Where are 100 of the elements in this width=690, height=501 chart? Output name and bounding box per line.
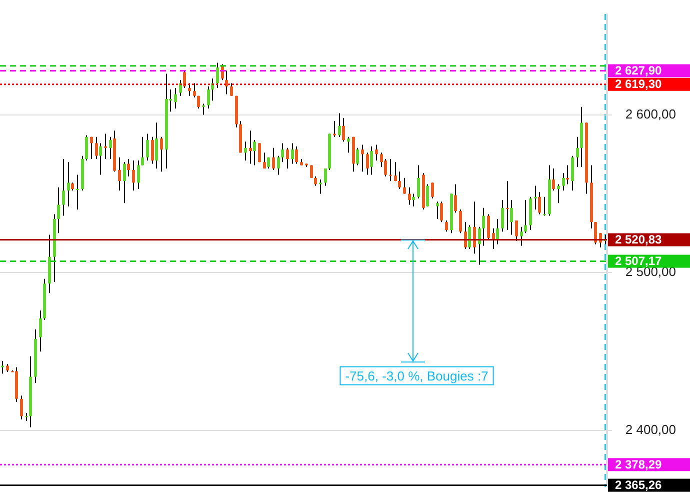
candlestick [338, 112, 341, 138]
ref-line-label: 2 619,30 [615, 77, 662, 92]
candlestick [151, 136, 154, 164]
candlestick [202, 103, 205, 116]
candlestick [141, 136, 144, 166]
candlestick [524, 200, 527, 234]
candlestick [417, 164, 420, 199]
candlestick [324, 168, 327, 186]
candlestick [440, 201, 443, 223]
y-tick-label: 2 400,00 [625, 422, 676, 437]
candlestick [552, 168, 555, 192]
candlestick [389, 158, 392, 182]
candlestick [492, 228, 495, 250]
candlestick [286, 147, 289, 169]
candlestick [57, 186, 60, 234]
candlestick [90, 136, 93, 160]
candlestick [398, 171, 401, 190]
candlestick [566, 164, 569, 185]
candlestick [347, 136, 350, 154]
candlestick [487, 214, 490, 240]
candlestick [496, 218, 499, 245]
candlestick [571, 155, 574, 192]
candlestick [188, 82, 191, 96]
candlestick [146, 133, 149, 162]
candlestick [67, 162, 70, 207]
candlestick [118, 156, 121, 192]
candlestick [543, 196, 546, 216]
candlestick [370, 146, 373, 176]
candlestick [534, 185, 537, 210]
candlestick [384, 158, 387, 177]
candlestick [244, 141, 247, 162]
candlestick [291, 142, 294, 164]
candlestick [123, 162, 126, 204]
candlestick [132, 160, 135, 192]
candlestick [436, 201, 439, 220]
candlestick [403, 177, 406, 194]
candlestick [193, 82, 196, 98]
candlestick [464, 222, 467, 250]
candlestick [174, 87, 177, 109]
candlestick [361, 144, 364, 172]
candlestick [454, 184, 457, 214]
candlestick [295, 146, 298, 164]
candlestick [594, 222, 597, 245]
candlestick [230, 82, 233, 96]
candlestick [342, 117, 345, 142]
candlestick [394, 162, 397, 182]
candlestick [557, 184, 560, 204]
candlestick [510, 200, 513, 236]
candlestick [85, 134, 88, 162]
candlestick [225, 70, 228, 95]
candlestick [62, 158, 65, 216]
candlestick [538, 192, 541, 215]
candlestick [207, 86, 210, 109]
candlestick [356, 147, 359, 166]
candlestick [473, 201, 476, 254]
candlestick [155, 122, 158, 169]
candlestick [445, 220, 448, 232]
candlestick [366, 152, 369, 176]
candlestick [562, 172, 565, 192]
ref-line-label: 2 365,26 [615, 478, 662, 492]
candlestick [501, 200, 504, 232]
candlestick [520, 226, 523, 246]
candlestick [127, 158, 130, 177]
y-tick-label: 2 600,00 [625, 106, 676, 122]
candlestick [137, 160, 140, 190]
candlestick [426, 184, 429, 207]
candlestick [412, 193, 415, 207]
candlestick [277, 155, 280, 176]
candlestick [468, 224, 471, 250]
candlestick [314, 176, 317, 186]
candlestick [109, 136, 112, 160]
candlestick [99, 142, 102, 176]
candlestick [272, 147, 275, 171]
candlestick [39, 310, 42, 352]
candlestick [160, 136, 163, 172]
candlestick [281, 142, 284, 163]
candlestick [482, 207, 485, 246]
candlestick [333, 120, 336, 138]
annotation: -75,6, -3,0 %, Bougies :7 [345, 368, 488, 384]
candlestick [515, 220, 518, 242]
candlestick [319, 178, 322, 194]
candlestick [197, 95, 200, 109]
candlestick [408, 186, 411, 206]
candlestick [506, 180, 509, 230]
candlestick [263, 152, 266, 169]
candlestick [76, 174, 79, 210]
candlestick [104, 133, 107, 160]
candlestick [576, 136, 579, 168]
candlestick [310, 164, 313, 178]
ref-line-label: 2 520,83 [615, 232, 662, 247]
candlestick [253, 140, 256, 166]
candlestick [249, 130, 252, 164]
candlestick [459, 208, 462, 234]
candlestick [20, 395, 23, 420]
candlestick [95, 136, 98, 160]
candlestick [216, 62, 219, 88]
candlestick [375, 144, 378, 162]
candlestick [431, 182, 434, 199]
candlestick [183, 70, 186, 88]
candlestick [1, 360, 4, 374]
